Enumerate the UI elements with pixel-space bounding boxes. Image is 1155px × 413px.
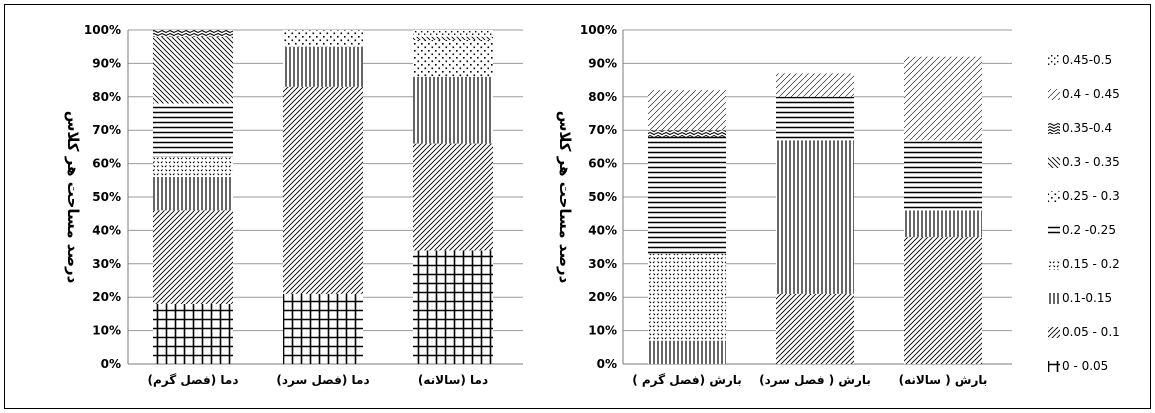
legend-swatch xyxy=(1048,361,1060,372)
legend-swatch xyxy=(1048,123,1060,134)
bar-segment xyxy=(153,36,233,104)
y-axis-label: درصد مساحت هر کلاس xyxy=(556,111,574,284)
y-tick-label: 20% xyxy=(92,290,121,304)
legend-label: 0.2 -0.25 xyxy=(1062,223,1116,237)
y-tick-label: 40% xyxy=(588,223,617,237)
category-label: دما (فصل سرد) xyxy=(276,373,369,387)
bar-segment xyxy=(904,237,982,364)
legend-label: 0.1-0.15 xyxy=(1062,291,1112,305)
y-tick-label: 100% xyxy=(84,23,121,37)
bar-segment xyxy=(776,140,854,294)
legend-swatch xyxy=(1048,259,1060,270)
legend: 0.45-0.5 0.4 - 0.45 0.35-0.4 0.3 - 0.35 0.25… xyxy=(1048,53,1120,373)
legend-swatch xyxy=(1048,191,1060,202)
category-label: دما (سالانه) xyxy=(418,373,488,387)
category-label: بارش ( فصل سرد) xyxy=(759,373,871,387)
y-tick-label: 10% xyxy=(92,324,121,338)
y-tick-label: 30% xyxy=(588,257,617,271)
chart-right: 0% 10% 20% 30% 40% 50% 60% 70% 80% 90% 100% درصد مس… xyxy=(556,23,1012,388)
bar-segment xyxy=(413,76,493,144)
legend-swatch xyxy=(1048,89,1060,100)
bar-segment xyxy=(648,130,726,137)
bar-segment xyxy=(153,303,233,364)
bar-segment xyxy=(904,140,982,211)
bar-segment xyxy=(413,250,493,364)
bar-segment xyxy=(413,30,493,37)
legend-swatch xyxy=(1048,225,1060,236)
category-label: دما (فصل گرم) xyxy=(147,373,238,388)
y-tick-label: 70% xyxy=(588,123,617,137)
category-label: بارش (فصل گرم ) xyxy=(632,373,742,388)
y-tick-label: 30% xyxy=(92,257,121,271)
bar-segment xyxy=(153,210,233,304)
legend-label: 0.05 - 0.1 xyxy=(1062,325,1120,339)
y-tick-label: 50% xyxy=(92,190,121,204)
chart-left: 0% 10% 20% 30% 40% 50% 60% 70% 80% 90% 100% درصد مس… xyxy=(64,23,523,388)
legend-label: 0.4 - 0.45 xyxy=(1062,87,1120,101)
y-tick-label: 50% xyxy=(588,190,617,204)
category-label: بارش ( سالانه) xyxy=(899,373,988,387)
bar-segment xyxy=(904,210,982,238)
bar-segment xyxy=(283,46,363,87)
bar-segment xyxy=(648,253,726,341)
legend-swatch xyxy=(1048,157,1060,168)
y-tick-label: 80% xyxy=(92,90,121,104)
bar-segment xyxy=(776,96,854,141)
y-tick-label: 60% xyxy=(588,157,617,171)
bar-segment xyxy=(413,143,493,251)
bar-segment xyxy=(153,30,233,37)
legend-swatch xyxy=(1048,327,1060,338)
bar-segment xyxy=(648,90,726,131)
bar-segment xyxy=(776,73,854,97)
y-tick-label: 40% xyxy=(92,223,121,237)
legend-label: 0 - 0.05 xyxy=(1062,359,1108,373)
bar-segment xyxy=(153,103,233,157)
y-tick-label: 10% xyxy=(588,324,617,338)
bar-segment xyxy=(283,30,363,47)
legend-label: 0.3 - 0.35 xyxy=(1062,155,1120,169)
bar-segment xyxy=(413,36,493,41)
y-tick-label: 90% xyxy=(588,56,617,70)
y-tick-label: 80% xyxy=(588,90,617,104)
bar-segment xyxy=(776,293,854,364)
bar-segment xyxy=(153,156,233,177)
y-tick-label: 100% xyxy=(580,23,617,37)
legend-swatch xyxy=(1048,55,1060,66)
legend-label: 0.35-0.4 xyxy=(1062,121,1112,135)
bar-segment xyxy=(413,40,493,77)
bar-segment xyxy=(283,86,363,294)
y-tick-label: 90% xyxy=(92,56,121,70)
bar-segment xyxy=(904,56,982,141)
bar-segment xyxy=(648,136,726,254)
y-tick-label: 20% xyxy=(588,290,617,304)
legend-label: 0.15 - 0.2 xyxy=(1062,257,1120,271)
legend-swatch xyxy=(1048,293,1060,304)
legend-label: 0.25 - 0.3 xyxy=(1062,189,1120,203)
legend-label: 0.45-0.5 xyxy=(1062,53,1112,67)
y-tick-label: 60% xyxy=(92,157,121,171)
bar-segment xyxy=(283,293,363,364)
y-axis-label: درصد مساحت هر کلاس xyxy=(64,111,82,284)
bar-segment xyxy=(648,340,726,364)
y-tick-label: 70% xyxy=(92,123,121,137)
y-tick-label: 0% xyxy=(597,357,617,371)
y-tick-label: 0% xyxy=(101,357,121,371)
bar-segment xyxy=(153,176,233,211)
